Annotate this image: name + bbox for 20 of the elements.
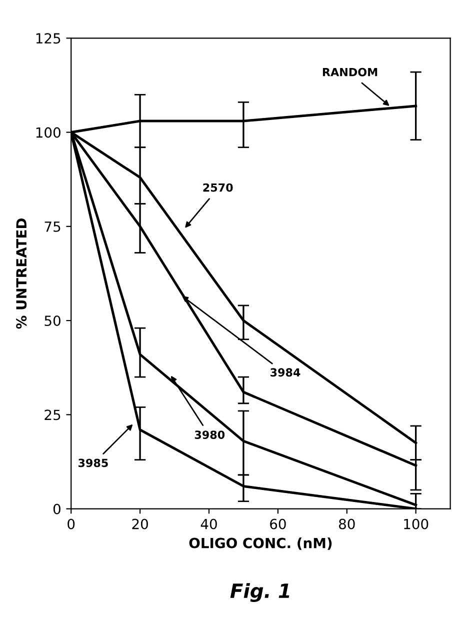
annotation: RANDOM	[322, 68, 378, 76]
x-axis-title: OLIGO CONC. (nM)	[189, 538, 332, 550]
x-tick-label: 60	[270, 518, 286, 530]
y-axis-title: % UNTREATED	[16, 218, 27, 329]
x-tick-label: 40	[200, 518, 217, 530]
y-tick-label: 25	[44, 410, 60, 420]
x-tick-label: 20	[132, 518, 148, 530]
x-tick-label: 0	[68, 518, 75, 530]
caption: Fig. 1	[230, 583, 290, 602]
annotation: 3980	[194, 430, 225, 439]
y-tick-label: 50	[44, 316, 60, 326]
y-tick-label: 125	[36, 33, 60, 44]
annotation: 2570	[203, 183, 233, 192]
y-tick-label: 0	[53, 504, 60, 514]
annotation: 3985	[78, 458, 108, 468]
x-tick-label: 80	[338, 518, 355, 530]
annotation: 3984	[270, 368, 300, 377]
x-tick-label: 100	[404, 518, 428, 530]
y-tick-label: 100	[36, 127, 60, 138]
y-tick-label: 75	[44, 222, 60, 232]
